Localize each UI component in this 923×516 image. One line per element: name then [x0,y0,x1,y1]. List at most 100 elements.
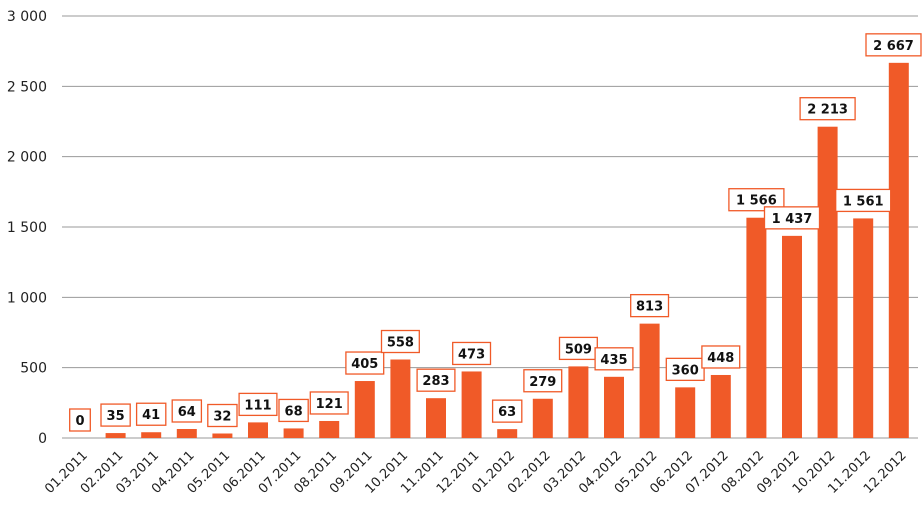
bar-08.2011 [319,420,340,438]
data-label-text: 813 [636,300,663,315]
data-label-text: 405 [351,357,378,372]
bar-02.2011 [105,433,126,438]
data-label-box [630,293,670,318]
data-label-box [728,188,785,212]
data-label-text: 360 [672,363,699,378]
data-label-box [835,188,892,213]
gridlines [62,15,918,439]
data-label-text: 64 [178,405,196,420]
data-label: 509 [558,336,598,361]
bar-02.2012 [532,398,553,438]
x-axis: 01.201102.201103.201104.201105.201106.20… [42,448,909,497]
data-label-text: 111 [244,398,271,413]
data-label: 68 [278,398,309,423]
y-tick-label: 2 500 [7,79,47,95]
data-label-box [491,399,523,423]
data-label: 63 [491,399,523,423]
bar-03.2012 [568,366,589,438]
data-label-box [523,369,563,393]
bar-10.2011 [390,359,411,438]
bar-07.2012 [710,374,731,438]
y-axis: 0 500 1 000 1 500 2 000 2 500 3 000 [7,9,47,447]
y-tick-label: 1 500 [7,220,47,236]
data-label-box [135,402,167,426]
data-label: 32 [207,403,238,428]
data-label-box [100,403,131,427]
data-label-text: 1 566 [736,194,777,209]
data-label-text: 2 213 [807,103,848,118]
data-label-text: 2 667 [873,39,914,54]
data-label: 121 [309,391,349,415]
data-label-box [309,391,349,415]
bar-06.2012 [675,387,696,438]
bars [105,62,909,439]
data-label-box [799,97,856,121]
data-label-box [452,341,492,366]
bar-11.2011 [426,398,446,438]
data-label: 360 [665,357,705,382]
data-label-text: 435 [600,353,627,368]
data-label-box [380,329,420,354]
data-label: 283 [416,368,456,392]
bar-01.2012 [497,429,518,438]
data-label-text: 448 [707,351,734,366]
data-label-text: 121 [316,397,343,412]
bar-09.2012 [782,235,802,438]
data-label-text: 63 [498,405,516,420]
data-label-box [238,392,278,417]
data-label: 1 566 [728,188,785,212]
data-label: 1 561 [835,188,892,213]
y-tick-label: 0 [38,431,47,447]
y-tick-label: 3 000 [7,9,47,25]
data-label-box [763,206,821,230]
data-label-box [594,347,634,371]
y-tick-label: 500 [20,361,47,377]
data-labels: 0 35 41 64 32 111 68 121 405 558 283 473 63 279 509 435… [69,33,922,432]
data-label-box [69,408,91,432]
data-label: 2 213 [799,97,856,121]
data-label: 558 [380,329,420,354]
data-label: 2 667 [865,33,922,57]
bar-07.2011 [283,428,304,438]
bar-04.2011 [176,428,197,438]
bar-09.2011 [354,381,375,438]
bar-06.2011 [248,422,268,438]
data-label-box [278,398,309,423]
data-label-text: 32 [213,409,231,424]
data-label-text: 509 [565,342,592,357]
data-label-box [416,368,456,392]
bar-10.2012 [817,126,838,439]
data-label-text: 0 [75,414,84,429]
data-label: 64 [171,399,203,423]
data-label: 111 [238,392,278,417]
data-label: 435 [594,347,634,371]
data-label-box [865,33,922,57]
bar-03.2011 [141,432,162,438]
data-label-text: 35 [107,409,125,424]
bar-05.2012 [639,323,660,438]
data-label: 0 [69,408,91,432]
data-label-text: 68 [285,404,303,419]
data-label: 813 [630,293,670,318]
data-label-text: 558 [387,336,414,351]
data-label-text: 1 437 [772,212,813,227]
data-label-box [171,399,203,423]
data-label-box [665,357,705,382]
data-label-text: 1 561 [843,194,884,209]
bar-12.2011 [461,371,482,438]
data-label: 405 [345,351,385,375]
data-label: 35 [100,403,131,427]
data-label-box [345,351,385,375]
data-label-box [207,403,238,428]
data-label-text: 283 [422,374,449,389]
data-label: 41 [135,402,167,426]
data-label: 1 437 [763,206,821,230]
data-label: 448 [701,345,741,369]
data-label-text: 41 [142,408,160,423]
bar-11.2012 [853,218,874,438]
bar-08.2012 [746,217,767,438]
data-label: 279 [523,369,563,393]
y-tick-label: 2 000 [7,150,47,166]
bar-12.2012 [888,62,909,438]
